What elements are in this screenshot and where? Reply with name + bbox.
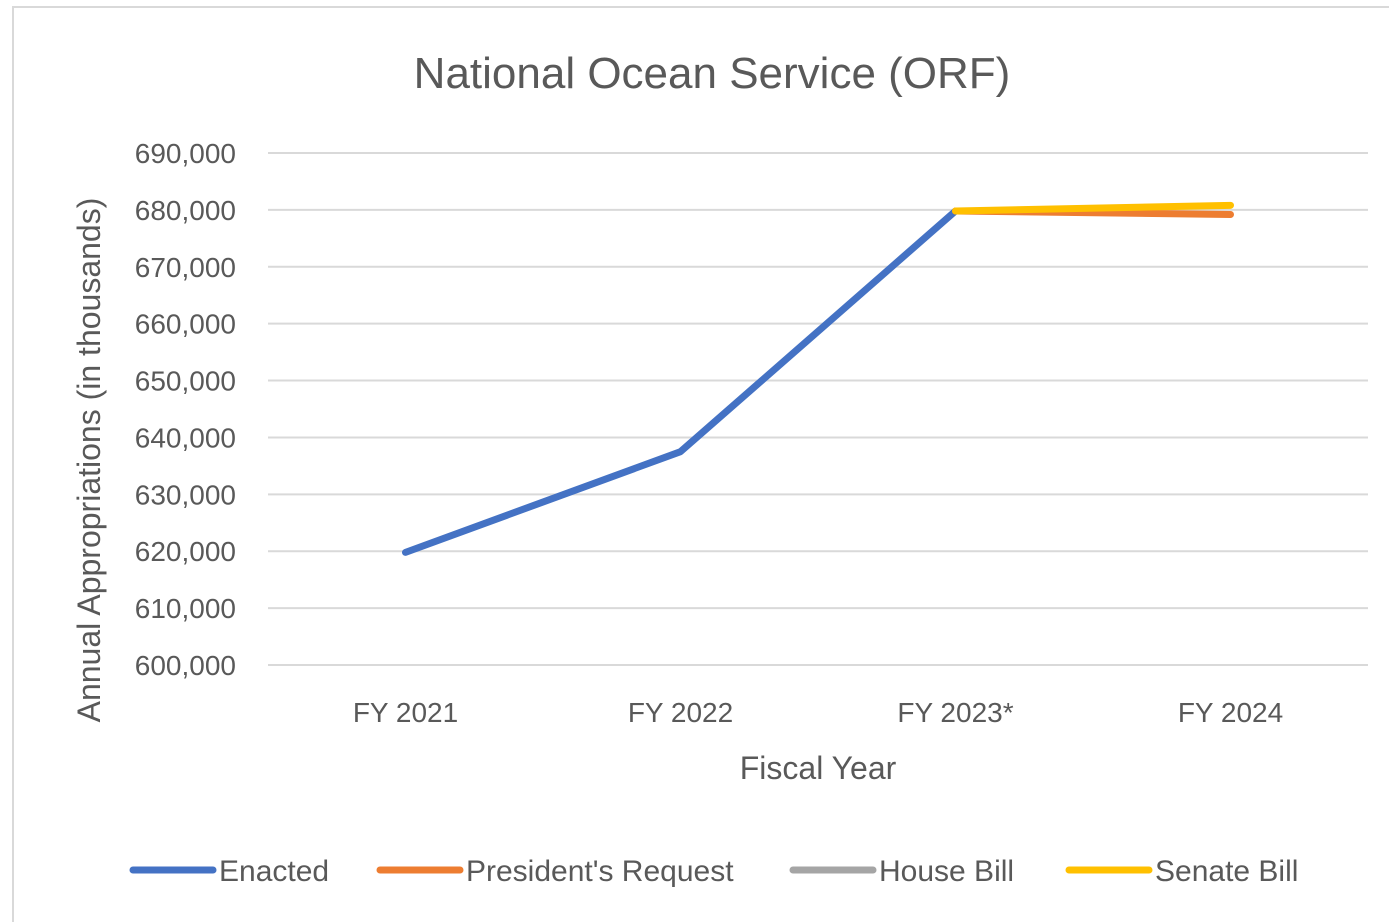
x-axis-ticks: FY 2021 FY 2022 FY 2023* FY 2024	[353, 697, 1283, 728]
series-line-enacted	[402, 207, 959, 556]
y-tick-label: 650,000	[135, 366, 236, 397]
y-axis-title: Annual Appropriations (in thousands)	[71, 198, 107, 723]
x-tick-label: FY 2021	[353, 697, 458, 728]
x-tick-label: FY 2024	[1178, 697, 1283, 728]
legend-label-house-bill: House Bill	[879, 855, 1014, 888]
x-tick-label: FY 2023*	[897, 697, 1013, 728]
chart-title: National Ocean Service (ORF)	[414, 49, 1011, 98]
legend: Enacted President's Request House Bill Sena…	[129, 855, 1298, 888]
x-tick-label: FY 2022	[628, 697, 733, 728]
y-tick-label: 630,000	[135, 479, 236, 510]
y-tick-label: 600,000	[135, 650, 236, 681]
y-tick-label: 610,000	[135, 593, 236, 624]
x-axis-title: Fiscal Year	[740, 750, 897, 786]
y-axis-ticks: 690,000 680,000 670,000 660,000 650,000 640,0…	[135, 138, 236, 681]
y-tick-label: 640,000	[135, 422, 236, 453]
chart-frame	[12, 6, 1389, 922]
y-tick-label: 620,000	[135, 536, 236, 567]
series-line-senate-bill	[952, 201, 1234, 215]
legend-label-senate-bill: Senate Bill	[1155, 855, 1298, 888]
gridlines	[268, 152, 1368, 666]
series-lines	[402, 201, 1234, 556]
legend-label-enacted: Enacted	[219, 855, 329, 888]
y-tick-label: 690,000	[135, 138, 236, 169]
legend-label-president-s-request: President's Request	[466, 855, 734, 888]
y-tick-label: 680,000	[135, 195, 236, 226]
y-tick-label: 660,000	[135, 309, 236, 340]
y-tick-label: 670,000	[135, 252, 236, 283]
